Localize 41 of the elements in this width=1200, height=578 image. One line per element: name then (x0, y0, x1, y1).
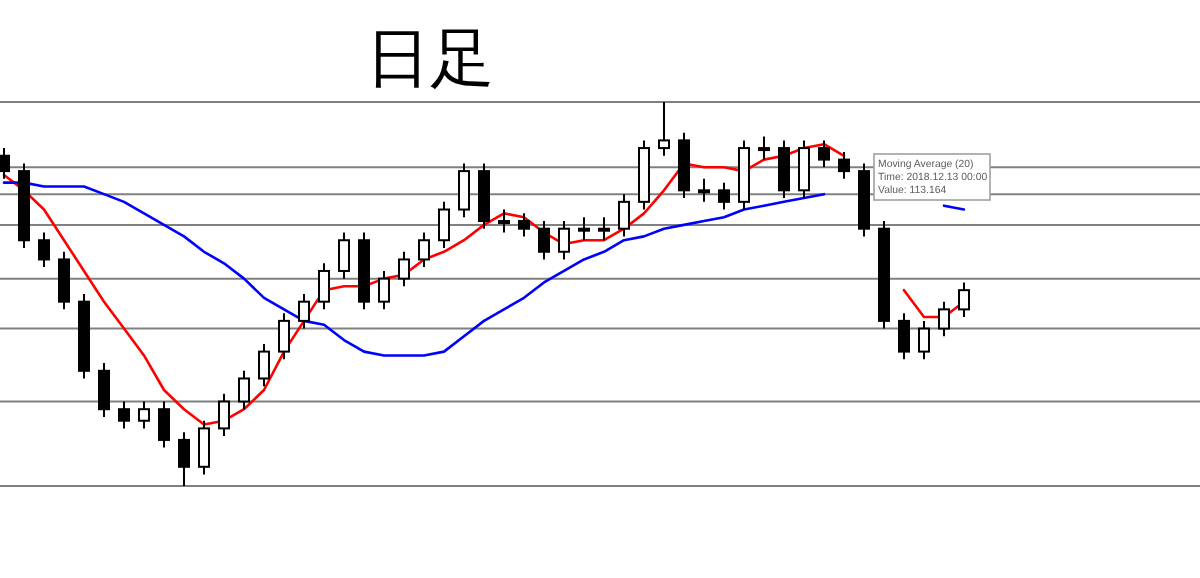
candlestick (278, 312, 290, 361)
candlestick (438, 200, 450, 249)
candlestick (198, 419, 210, 476)
candlestick (138, 400, 150, 430)
candlestick (378, 269, 390, 311)
candlestick (718, 181, 730, 211)
candlestick (958, 281, 970, 319)
candlestick (618, 193, 630, 238)
candlestick (518, 212, 530, 238)
candlestick (238, 369, 250, 411)
candlestick (158, 400, 170, 449)
candlestick (338, 231, 350, 280)
candlestick (398, 250, 410, 288)
chart-title: 日足 (366, 20, 494, 96)
candlestick (698, 177, 710, 203)
candlestick (558, 220, 570, 261)
candlestick (218, 392, 230, 438)
candlestick (838, 150, 850, 180)
candlestick (418, 231, 430, 269)
candlestick (498, 208, 510, 234)
candlestick (898, 312, 910, 361)
candlestick (0, 147, 10, 180)
candlestick (658, 101, 670, 157)
candlestick (938, 300, 950, 338)
candlestick (758, 135, 770, 161)
candlestick (598, 216, 610, 242)
candlestick (778, 139, 790, 199)
candlestick (578, 216, 590, 242)
candlestick (178, 431, 190, 487)
candlestick (298, 293, 310, 330)
candlestick (798, 139, 810, 199)
candlestick (458, 162, 470, 219)
candlestick (318, 262, 330, 311)
candlestick (38, 231, 50, 269)
candlestick (58, 250, 70, 311)
candlestick (118, 400, 130, 430)
candlestick (918, 319, 930, 361)
candlestick (258, 342, 270, 388)
candlestick (98, 362, 110, 418)
candlestick (538, 220, 550, 261)
candlestick (818, 139, 830, 169)
